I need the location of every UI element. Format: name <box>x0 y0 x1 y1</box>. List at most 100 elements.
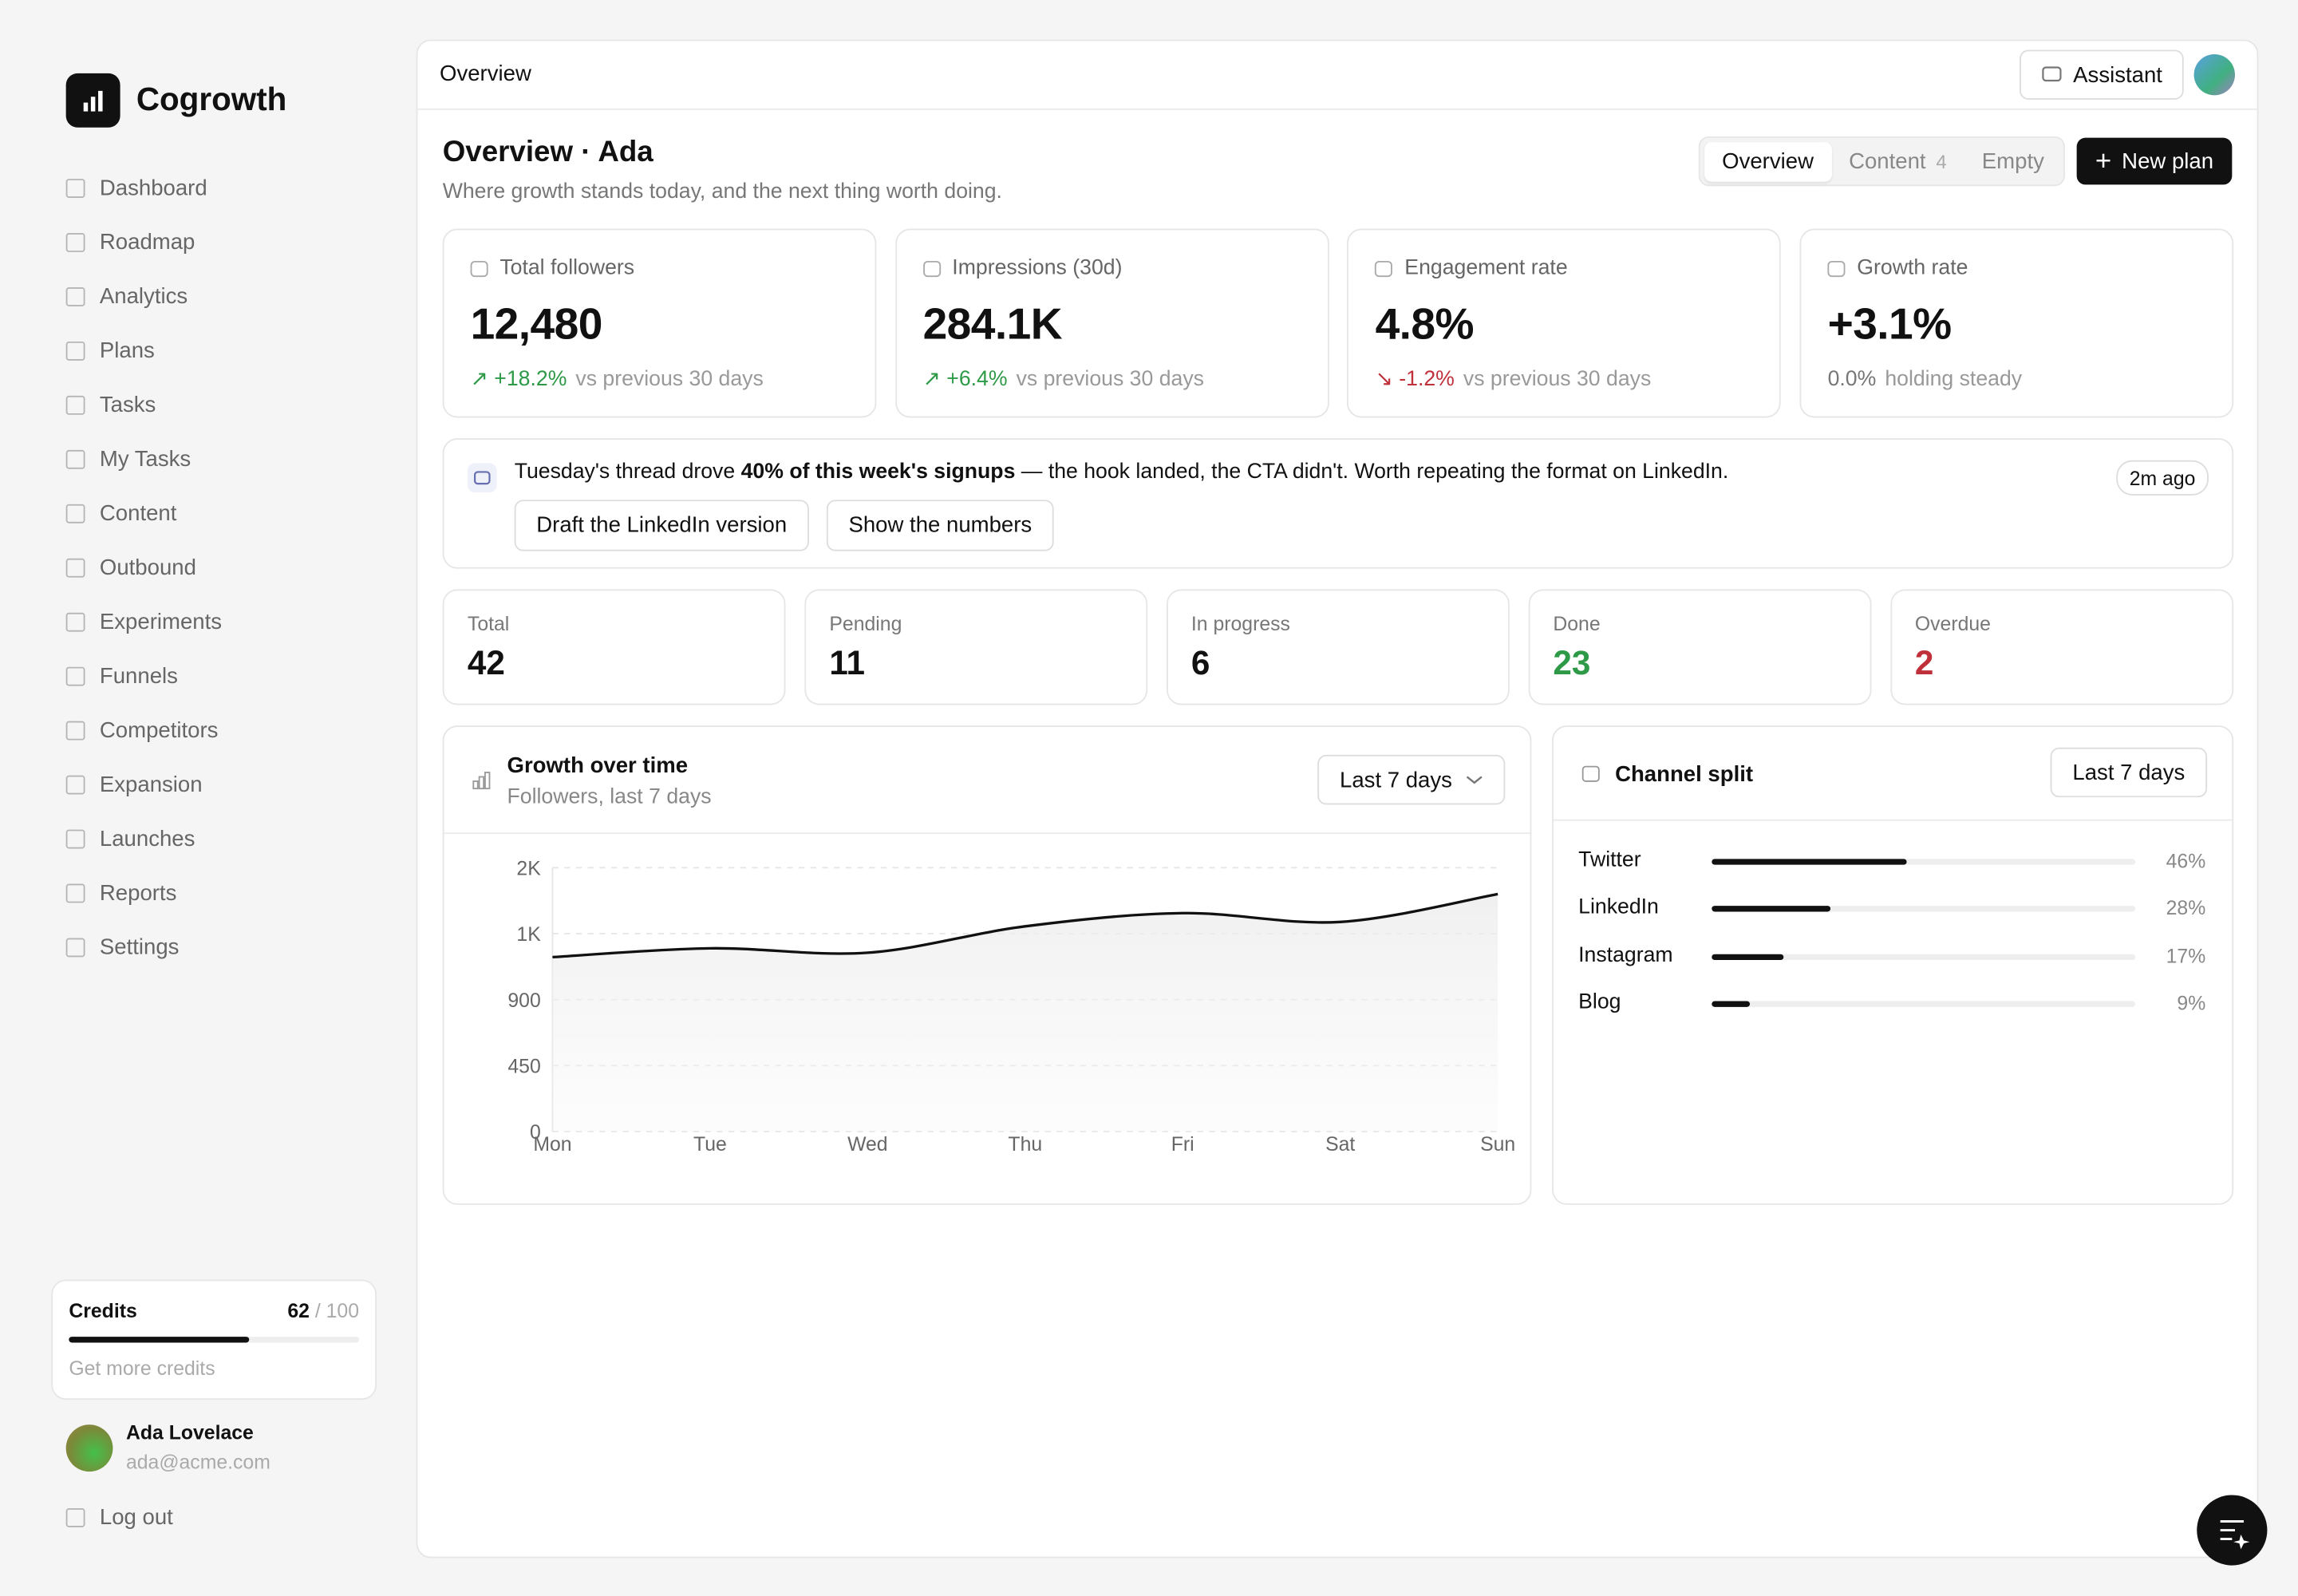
nav-label[interactable]: Content <box>99 500 177 526</box>
header-avatar[interactable] <box>2193 53 2236 96</box>
nav-label[interactable]: Reports <box>99 879 177 906</box>
header-divider <box>416 108 2259 110</box>
nav-item[interactable]: Funnels <box>65 661 178 690</box>
nav-icon <box>65 883 85 903</box>
nav-item[interactable]: Tasks <box>65 390 156 420</box>
nav-item[interactable]: Analytics <box>65 282 188 311</box>
nav-label[interactable]: Launches <box>99 825 195 851</box>
bar-label: LinkedIn <box>1578 895 1659 920</box>
nav-item[interactable]: Dashboard <box>65 173 207 203</box>
tab[interactable]: Overview <box>1704 141 1832 181</box>
x-tick-label: Sat <box>1325 1134 1355 1156</box>
bar-value-label: 28% <box>2166 897 2206 920</box>
stat-label: Done <box>1553 612 1601 635</box>
credits-card: Credits 62 / 100 Get more credits <box>51 1279 377 1400</box>
insight-card: Tuesday's thread drove 40% of this week'… <box>442 438 2234 569</box>
tab[interactable]: Content 4 <box>1831 141 1964 181</box>
nav-icon <box>65 178 85 198</box>
tab-label[interactable]: Empty <box>1981 148 2044 174</box>
logout[interactable]: Log out <box>65 1503 173 1532</box>
kpi-label-text: Total followers <box>499 256 635 280</box>
nav-icon <box>65 611 85 631</box>
new-plan-label[interactable]: New plan <box>2122 148 2214 174</box>
stat-label: In progress <box>1190 612 1290 635</box>
nav-label[interactable]: Competitors <box>99 717 219 743</box>
insight-action[interactable]: Draft the LinkedIn version <box>514 500 809 551</box>
nav-label[interactable]: Funnels <box>99 663 178 689</box>
bar-value-label: 17% <box>2166 944 2206 967</box>
fab[interactable] <box>2197 1495 2268 1566</box>
tab-label[interactable]: Content <box>1849 148 1926 174</box>
y-tick-label: 0 <box>530 1122 541 1144</box>
bar <box>1712 859 1907 865</box>
nav-label[interactable]: Plans <box>99 338 155 363</box>
kpi-delta-row: ↗ +18.2% vs previous 30 days <box>471 368 849 391</box>
nav-item[interactable]: Roadmap <box>65 227 195 257</box>
nav-icon <box>65 341 85 360</box>
assistant-label[interactable]: Assistant <box>2073 62 2162 88</box>
nav-item[interactable]: Competitors <box>65 715 219 745</box>
nav-item[interactable]: Plans <box>65 336 155 365</box>
stat-value: 2 <box>1914 643 1934 682</box>
nav-item[interactable]: My Tasks <box>65 444 192 474</box>
range-select[interactable]: Last 7 days <box>1317 754 1506 805</box>
nav-label[interactable]: Dashboard <box>99 175 207 200</box>
bar-track <box>1712 859 2136 865</box>
header-title: Overview <box>440 61 531 87</box>
kpi-icon <box>470 260 488 277</box>
insight-action[interactable]: Show the numbers <box>826 500 1054 551</box>
nav-item[interactable]: Experiments <box>65 606 223 636</box>
plus-icon: + <box>2095 145 2112 177</box>
nav-item[interactable]: Settings <box>65 932 180 962</box>
brand: Cogrowth <box>136 81 287 117</box>
kpi-label: Growth rate <box>1827 256 2206 280</box>
bar-value-label: 46% <box>2166 850 2206 872</box>
nav-item[interactable]: Reports <box>65 878 177 907</box>
nav-label[interactable]: Roadmap <box>99 229 195 255</box>
tab[interactable]: Empty <box>1964 141 2062 181</box>
x-tick-label: Fri <box>1171 1134 1194 1156</box>
nav-icon <box>65 720 85 740</box>
kpi-card: Growth rate +3.1% 0.0% holding steady <box>1799 228 2234 418</box>
nav-label[interactable]: Expansion <box>99 772 203 797</box>
logout-label[interactable]: Log out <box>99 1504 173 1530</box>
credits-link[interactable]: Get more credits <box>69 1357 215 1380</box>
chart-subtitle: Followers, last 7 days <box>507 785 712 809</box>
credits-count: 62 / 100 <box>287 1300 359 1322</box>
new-plan-button[interactable]: + New plan <box>2076 137 2233 185</box>
user-email: ada@acme.com <box>125 1451 270 1473</box>
tab-count[interactable]: 4 <box>1936 150 1947 172</box>
nav-label[interactable]: Outbound <box>99 555 196 580</box>
nav-label[interactable]: My Tasks <box>99 446 192 472</box>
nav-label[interactable]: Settings <box>99 934 180 960</box>
nav-item[interactable]: Outbound <box>65 552 196 582</box>
nav-label[interactable]: Analytics <box>99 283 188 309</box>
nav-icon <box>65 394 85 414</box>
x-tick-label: Tue <box>693 1134 727 1156</box>
kpi-note: vs previous 30 days <box>1463 368 1652 392</box>
stat-card: Done 23 <box>1528 589 1871 705</box>
nav-label[interactable]: Tasks <box>99 392 156 417</box>
stat-value: 42 <box>467 643 505 682</box>
credits-track <box>69 1337 359 1343</box>
assistant-button[interactable]: Assistant <box>2020 49 2184 100</box>
bar <box>1712 953 1784 960</box>
nav-item[interactable]: Launches <box>65 824 195 853</box>
kpi-card: Impressions (30d) 284.1K ↗ +6.4% vs previou… <box>894 228 1329 418</box>
x-tick-label: Mon <box>533 1134 571 1156</box>
nav-label[interactable]: Experiments <box>99 609 223 634</box>
line <box>552 892 1498 959</box>
stat-value: 6 <box>1190 643 1210 682</box>
range-label[interactable]: Last 7 days <box>1340 767 1452 792</box>
channel-range-label[interactable]: Last 7 days <box>2072 760 2185 785</box>
channel-range[interactable]: Last 7 days <box>2050 747 2208 798</box>
kpi-card: Engagement rate 4.8% ↘ -1.2% vs previous 30… <box>1347 228 1782 418</box>
nav-item[interactable]: Content <box>65 498 177 527</box>
tab-label[interactable]: Overview <box>1722 148 1814 174</box>
insight-time: 2m ago <box>2116 460 2209 496</box>
nav-item[interactable]: Expansion <box>65 769 203 799</box>
kpi-note: vs previous 30 days <box>1016 368 1204 392</box>
nav-icon <box>65 232 85 251</box>
bar-label: Instagram <box>1578 943 1673 967</box>
